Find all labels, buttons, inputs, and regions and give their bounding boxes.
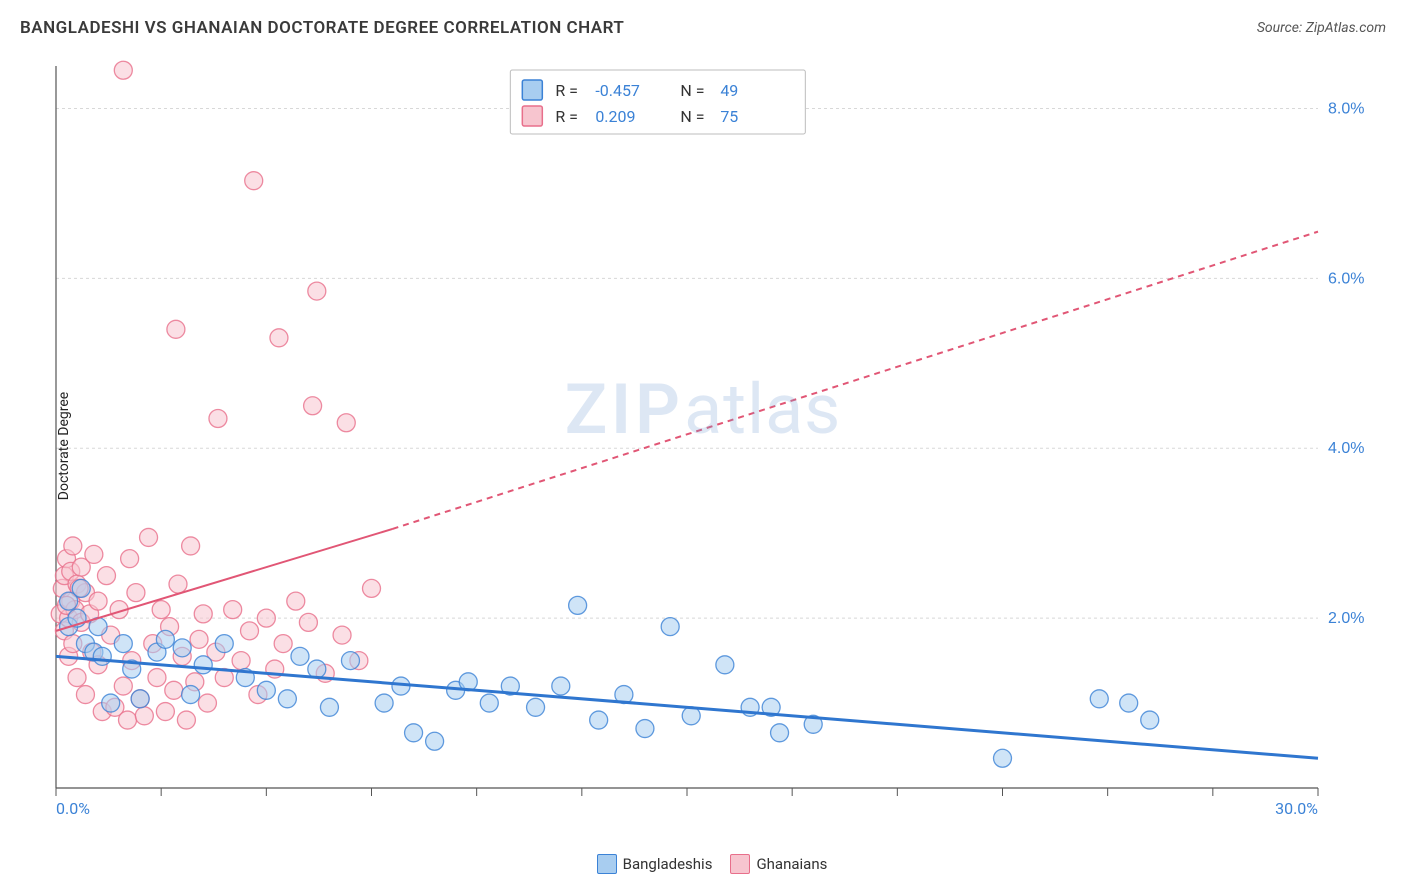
legend-swatch-pink (730, 854, 750, 874)
legend-text: -0.457 (595, 81, 640, 100)
point-ghanaians (224, 601, 242, 619)
point-ghanaians (152, 601, 170, 619)
point-bangladeshis (590, 711, 608, 729)
point-bangladeshis (994, 749, 1012, 767)
point-ghanaians (270, 329, 288, 347)
point-ghanaians (76, 686, 94, 704)
scatter-plot-svg: 2.0% 4.0% 6.0% 8.0% 0.0% 30.0% R = -0.457 N = 49 R… (48, 58, 1378, 828)
point-bangladeshis (405, 724, 423, 742)
y-tick-label: 2.0% (1328, 610, 1364, 627)
legend-text: R = (555, 81, 578, 100)
point-ghanaians (89, 592, 107, 610)
point-ghanaians (156, 703, 174, 721)
point-bangladeshis (527, 698, 545, 716)
point-ghanaians (97, 567, 115, 585)
legend-label: Ghanaians (756, 855, 827, 873)
point-bangladeshis (194, 656, 212, 674)
point-bangladeshis (291, 647, 309, 665)
point-ghanaians (114, 677, 132, 695)
point-bangladeshis (320, 698, 338, 716)
point-bangladeshis (182, 686, 200, 704)
point-ghanaians (85, 545, 103, 563)
point-bangladeshis (426, 732, 444, 750)
point-ghanaians (140, 528, 158, 546)
point-bangladeshis (716, 656, 734, 674)
point-ghanaians (119, 711, 137, 729)
point-ghanaians (135, 707, 153, 725)
point-ghanaians (337, 414, 355, 432)
point-bangladeshis (257, 681, 275, 699)
point-ghanaians (169, 575, 187, 593)
point-bangladeshis (308, 660, 326, 678)
point-bangladeshis (375, 694, 393, 712)
point-ghanaians (304, 397, 322, 415)
point-ghanaians (241, 622, 259, 640)
point-ghanaians (308, 282, 326, 300)
point-ghanaians (190, 630, 208, 648)
point-bangladeshis (1120, 694, 1138, 712)
point-bangladeshis (661, 618, 679, 636)
y-tick-label: 4.0% (1328, 440, 1364, 457)
point-ghanaians (167, 320, 185, 338)
point-bangladeshis (771, 724, 789, 742)
point-ghanaians (165, 681, 183, 699)
point-ghanaians (148, 669, 166, 687)
legend-label: Bangladeshis (623, 855, 713, 873)
point-bangladeshis (156, 630, 174, 648)
legend-text: R = (555, 107, 578, 126)
point-bangladeshis (278, 690, 296, 708)
point-bangladeshis (552, 677, 570, 695)
y-tick-label: 6.0% (1328, 270, 1364, 287)
legend-text: 0.209 (595, 107, 635, 126)
legend-swatch (522, 80, 542, 100)
point-ghanaians (287, 592, 305, 610)
point-ghanaians (64, 537, 82, 555)
bottom-legend: Bangladeshis Ghanaians (0, 854, 1406, 874)
point-ghanaians (232, 652, 250, 670)
legend-text: N = (680, 107, 704, 126)
point-bangladeshis (480, 694, 498, 712)
legend-swatch (522, 106, 542, 126)
point-bangladeshis (1090, 690, 1108, 708)
point-bangladeshis (341, 652, 359, 670)
trend-line-pink-dashed (393, 232, 1318, 529)
point-bangladeshis (102, 694, 120, 712)
point-ghanaians (363, 579, 381, 597)
point-ghanaians (274, 635, 292, 653)
point-ghanaians (245, 172, 263, 190)
point-ghanaians (121, 550, 139, 568)
point-bangladeshis (569, 596, 587, 614)
point-ghanaians (68, 669, 86, 687)
point-ghanaians (194, 605, 212, 623)
x-tick-label: 30.0% (1275, 799, 1318, 818)
point-ghanaians (257, 609, 275, 627)
y-tick-label: 8.0% (1328, 100, 1364, 117)
point-ghanaians (209, 410, 227, 428)
point-ghanaians (299, 613, 317, 631)
point-bangladeshis (72, 579, 90, 597)
chart-title: BANGLADESHI VS GHANAIAN DOCTORATE DEGREE… (20, 18, 624, 38)
point-bangladeshis (131, 690, 149, 708)
chart-area: 2.0% 4.0% 6.0% 8.0% 0.0% 30.0% R = -0.457 N = 49 R… (48, 58, 1378, 828)
legend-text: N = (680, 81, 704, 100)
point-ghanaians (127, 584, 145, 602)
point-bangladeshis (215, 635, 233, 653)
legend-text: 75 (720, 107, 738, 126)
point-bangladeshis (173, 639, 191, 657)
source-link[interactable]: ZipAtlas.com (1306, 20, 1386, 36)
source-attribution: Source: ZipAtlas.com (1257, 20, 1386, 36)
point-ghanaians (333, 626, 351, 644)
point-bangladeshis (1141, 711, 1159, 729)
legend-text: 49 (720, 81, 738, 100)
point-bangladeshis (636, 720, 654, 738)
point-ghanaians (114, 61, 132, 79)
legend-swatch-blue (597, 854, 617, 874)
point-ghanaians (198, 694, 216, 712)
point-ghanaians (177, 711, 195, 729)
point-ghanaians (182, 537, 200, 555)
point-bangladeshis (93, 647, 111, 665)
x-tick-label: 0.0% (56, 799, 90, 818)
point-bangladeshis (114, 635, 132, 653)
